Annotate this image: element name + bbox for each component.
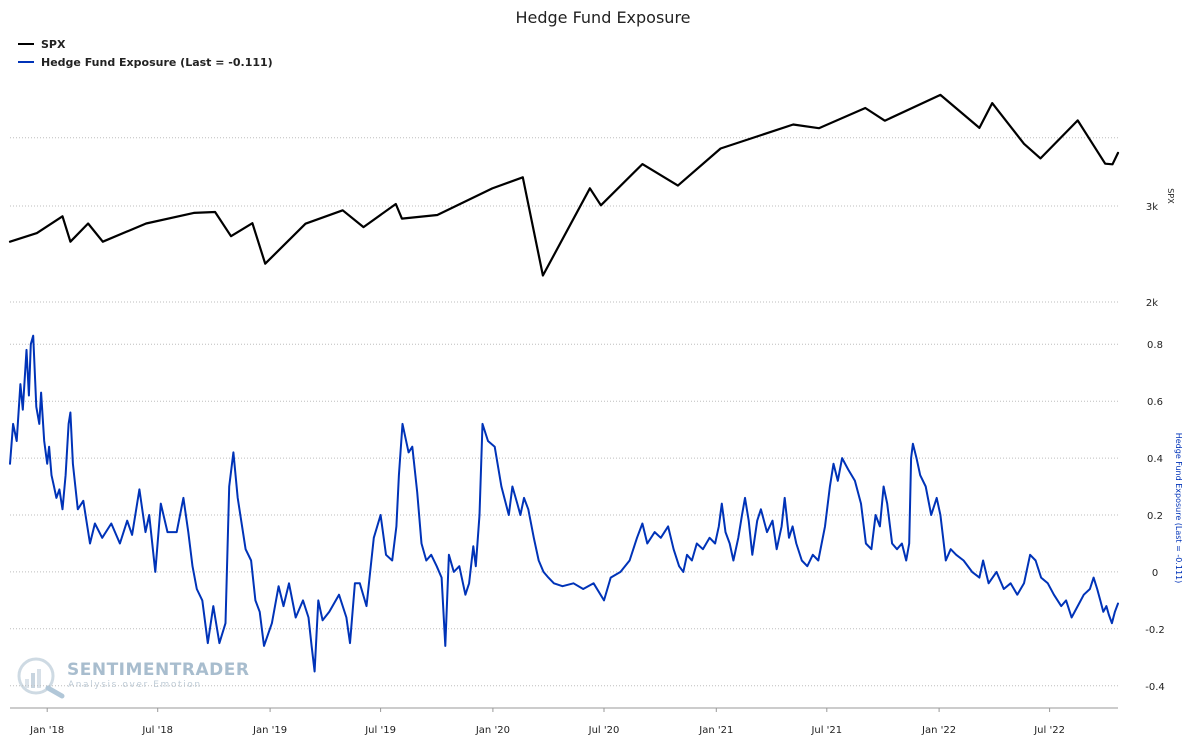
x-tick-label: Jul '20 [588, 725, 620, 736]
legend-label-spx: SPX [41, 38, 66, 51]
hfe-y-tick-label: 0 [1152, 568, 1158, 579]
x-tick-label: Jul '19 [364, 725, 396, 736]
watermark-brand: SENTIMENTRADER [67, 660, 249, 680]
x-tick-label: Jul '21 [810, 725, 842, 736]
hedge-fund-exposure-series-line [9, 334, 1119, 673]
watermark-tagline: Analysis over Emotion [68, 680, 202, 690]
hfe-y-tick-label: 0.6 [1147, 397, 1163, 408]
x-tick-label: Jul '22 [1033, 725, 1065, 736]
x-tick-label: Jan '19 [252, 725, 287, 736]
hfe-y-tick-label: 0.4 [1147, 454, 1163, 465]
x-tick-label: Jan '18 [29, 725, 64, 736]
x-tick-label: Jan '20 [475, 725, 510, 736]
grid-layer [10, 137, 1118, 687]
spx-y-tick-label: 3k [1146, 202, 1158, 213]
spx-y-axis: 2k 3k [1146, 202, 1158, 309]
series-layer [8, 93, 1120, 673]
spx-series-line [8, 93, 1120, 277]
hfe-y-tick-label: -0.2 [1145, 625, 1165, 636]
spx-axis-title: SPX [1166, 188, 1175, 204]
hfe-y-tick-label: 0.2 [1147, 511, 1163, 522]
x-axis: Jan '18 Jul '18 Jan '19 Jul '19 Jan '20 Jul '… [10, 707, 1118, 736]
legend-label-hedge-fund-exposure: Hedge Fund Exposure (Last = -0.111) [41, 56, 273, 69]
hedge-fund-exposure-axis-title: Hedge Fund Exposure (Last = -0.111) [1174, 433, 1183, 584]
hfe-y-tick-label: 0.8 [1147, 340, 1163, 351]
chart-title: Hedge Fund Exposure [515, 8, 690, 27]
legend: SPX Hedge Fund Exposure (Last = -0.111) [18, 38, 273, 69]
hfe-y-tick-label: -0.4 [1145, 682, 1165, 693]
hedge-fund-exposure-y-axis: -0.4 -0.2 0 0.2 0.4 0.6 0.8 [1145, 340, 1165, 693]
x-tick-label: Jan '22 [921, 725, 956, 736]
magnifier-logo-icon [17, 657, 65, 699]
x-tick-label: Jul '18 [141, 725, 173, 736]
sentimentrader-watermark: SENTIMENTRADER Analysis over Emotion [17, 657, 249, 699]
spx-y-tick-label: 2k [1146, 298, 1158, 309]
x-tick-label: Jan '21 [698, 725, 733, 736]
